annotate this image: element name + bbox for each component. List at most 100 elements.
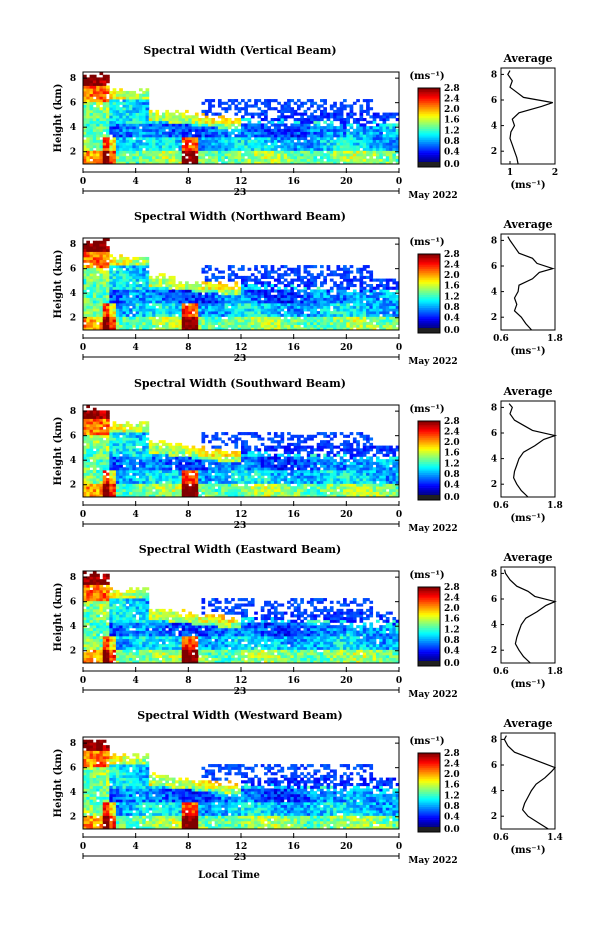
colorbar-unit: (ms⁻¹) (409, 71, 444, 82)
heatmap-cell (109, 286, 114, 290)
heatmap-cell (152, 311, 156, 315)
heatmap-cell (122, 158, 127, 162)
heatmap-cell (175, 126, 179, 130)
heatmap-cell (201, 118, 206, 122)
heatmap-cell (122, 469, 127, 474)
heatmap-cell (356, 297, 360, 301)
heatmap-cell (112, 421, 117, 425)
colorbar-band (418, 88, 440, 91)
heatmap-cell (178, 459, 183, 463)
heatmap-cell (356, 128, 360, 132)
heatmap-cell (138, 316, 143, 320)
heatmap-cell (155, 308, 160, 312)
heatmap-cell (369, 292, 374, 296)
heatmap-cell (270, 324, 275, 328)
heatmap-cell (329, 289, 334, 293)
heatmap-cell (339, 118, 344, 122)
heatmap-cell (231, 153, 235, 157)
heatmap-cell (343, 147, 347, 151)
heatmap-cell (142, 286, 146, 290)
heatmap-cell (369, 131, 374, 135)
heatmap-cell (211, 145, 216, 149)
heatmap-cell (112, 451, 117, 455)
heatmap-cell (329, 134, 334, 138)
average-title: Average (502, 218, 552, 231)
heatmap-cell (92, 109, 97, 113)
heatmap-cell (129, 434, 133, 438)
heatmap-cell (145, 256, 150, 261)
heatmap-cell (211, 136, 216, 141)
heatmap-cell (293, 136, 298, 141)
heatmap-cell (132, 281, 137, 285)
heatmap-cell (112, 472, 117, 476)
heatmap-cell (181, 448, 186, 452)
heatmap-cell (132, 142, 137, 146)
heatmap-cell (204, 153, 209, 157)
heatmap-cell (300, 321, 304, 325)
heatmap-cell (247, 134, 252, 138)
heatmap-cell (257, 115, 262, 119)
heatmap-cell (264, 101, 268, 105)
heatmap-cell (333, 319, 337, 323)
heatmap-cell (395, 145, 400, 149)
heatmap-cell (296, 142, 301, 146)
heatmap-cell (346, 270, 351, 274)
heatmap-cell (152, 120, 156, 124)
heatmap-cell (125, 150, 130, 154)
heatmap-cell (86, 243, 90, 247)
heatmap-cell (99, 305, 104, 309)
heatmap-cell (349, 300, 354, 304)
heatmap-cell (96, 104, 100, 108)
heatmap-cell (185, 142, 189, 146)
heatmap-cell (231, 270, 235, 274)
heatmap-cell (247, 112, 252, 116)
heatmap-cell (115, 319, 120, 323)
heatmap-cell (158, 486, 163, 490)
heatmap-cell (333, 305, 337, 309)
heatmap-cell (280, 118, 285, 122)
heatmap-cell (142, 275, 146, 279)
heatmap-cell (158, 278, 163, 282)
heatmap-cell (313, 319, 318, 323)
heatmap-cell (389, 321, 393, 325)
heatmap-cell (343, 308, 347, 312)
heatmap-cell (231, 131, 235, 135)
heatmap-cell (125, 451, 130, 455)
heatmap-cell (313, 128, 318, 132)
heatmap-cell (382, 319, 387, 323)
heatmap-cell (188, 488, 193, 492)
heatmap-cell (356, 139, 360, 143)
heatmap-cell (155, 158, 160, 162)
heatmap-cell (257, 142, 262, 146)
heatmap-cell (102, 85, 107, 89)
heatmap-cell (129, 126, 133, 130)
colorbar-band (418, 110, 440, 113)
heatmap-cell (125, 313, 130, 317)
heatmap-cell (168, 305, 173, 309)
heatmap-cell (109, 483, 114, 487)
heatmap-cell (99, 93, 104, 97)
heatmap-cell (290, 123, 295, 127)
heatmap-cell (86, 93, 90, 97)
heatmap-cell (385, 115, 390, 119)
heatmap-cell (181, 464, 186, 468)
heatmap-cell (115, 153, 120, 157)
heatmap-cell (310, 101, 314, 105)
heatmap-cell (122, 483, 127, 487)
heatmap-cell (152, 297, 156, 301)
heatmap-cell (204, 109, 209, 113)
heatmap-cell (283, 297, 288, 301)
heatmap-cell (224, 319, 229, 323)
heatmap-cell (227, 316, 232, 320)
heatmap-cell (211, 275, 216, 279)
heatmap-cell (185, 161, 189, 165)
heatmap-cell (290, 321, 295, 325)
heatmap-cell (306, 126, 311, 130)
heatmap-cell (86, 161, 90, 165)
heatmap-cell (217, 139, 222, 143)
heatmap-cell (92, 270, 97, 274)
heatmap-cell (142, 486, 146, 490)
heatmap-cell (323, 155, 327, 159)
heatmap-cell (155, 120, 160, 124)
heatmap-cell (152, 319, 156, 323)
